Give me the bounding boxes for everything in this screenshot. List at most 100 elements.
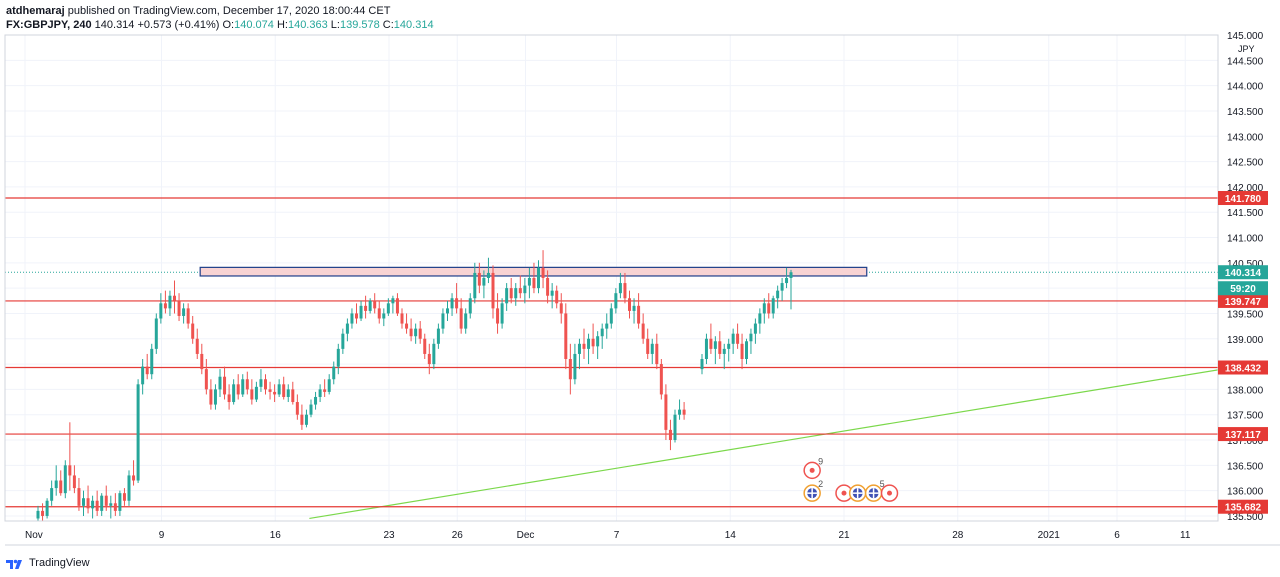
candle-down[interactable] [767, 303, 771, 314]
candle-up[interactable] [386, 303, 390, 314]
candle-up[interactable] [514, 288, 518, 299]
candle-down[interactable] [395, 298, 399, 314]
candle-up[interactable] [391, 298, 395, 304]
candle-up[interactable] [650, 343, 654, 354]
candle-up[interactable] [109, 503, 113, 506]
candle-down[interactable] [223, 376, 227, 395]
candle-down[interactable] [173, 295, 176, 301]
candle-down[interactable] [86, 498, 90, 509]
candle-up[interactable] [332, 366, 336, 380]
candle-up[interactable] [596, 336, 600, 347]
candle-up[interactable] [136, 384, 140, 481]
candle-down[interactable] [623, 283, 627, 299]
candle-down[interactable] [477, 272, 481, 286]
candle-down[interactable] [113, 503, 117, 511]
candle-up[interactable] [232, 384, 236, 403]
candle-down[interactable] [532, 278, 536, 289]
candle-up[interactable] [762, 303, 766, 314]
candle-down[interactable] [364, 305, 368, 311]
candle-up[interactable] [753, 323, 757, 334]
candle-down[interactable] [95, 500, 99, 511]
candle-up[interactable] [776, 290, 780, 299]
candle-up[interactable] [450, 298, 454, 309]
candle-up[interactable] [500, 303, 504, 324]
candle-down[interactable] [163, 303, 167, 309]
candle-up[interactable] [727, 343, 731, 349]
candle-up[interactable] [632, 305, 636, 311]
candle-up[interactable] [327, 379, 331, 392]
candle-up[interactable] [745, 341, 748, 359]
candle-down[interactable] [236, 384, 240, 395]
candle-up[interactable] [486, 272, 490, 278]
candle-down[interactable] [68, 465, 72, 476]
candle-down[interactable] [637, 305, 641, 324]
candle-up[interactable] [614, 293, 618, 309]
candle-down[interactable] [405, 323, 409, 329]
candle-up[interactable] [414, 328, 418, 337]
candle-down[interactable] [200, 353, 204, 370]
candle-up[interactable] [36, 510, 40, 519]
candle-down[interactable] [541, 267, 545, 278]
candle-down[interactable] [122, 493, 126, 501]
candle-up[interactable] [441, 313, 445, 329]
candle-up[interactable] [432, 343, 436, 365]
candle-up[interactable] [54, 480, 58, 489]
candle-down[interactable] [564, 313, 568, 359]
candle-down[interactable] [400, 313, 404, 324]
candle-up[interactable] [446, 308, 449, 314]
candle-down[interactable] [300, 414, 304, 425]
candle-down[interactable] [145, 366, 149, 375]
candle-up[interactable] [577, 343, 581, 354]
candle-down[interactable] [641, 323, 645, 339]
candle-up[interactable] [758, 313, 762, 324]
candle-up[interactable] [91, 500, 95, 509]
candle-up[interactable] [468, 298, 472, 314]
candle-down[interactable] [295, 402, 299, 415]
candle-down[interactable] [268, 389, 272, 392]
candle-down[interactable] [377, 308, 381, 319]
candle-down[interactable] [709, 338, 713, 349]
candle-up[interactable] [159, 303, 163, 319]
candle-up[interactable] [241, 379, 245, 395]
candle-down[interactable] [568, 359, 572, 380]
candle-down[interactable] [250, 389, 254, 400]
candle-up[interactable] [314, 396, 318, 405]
candle-down[interactable] [409, 328, 413, 337]
candle-up[interactable] [678, 409, 682, 415]
candle-down[interactable] [628, 298, 631, 311]
candle-up[interactable] [259, 379, 263, 387]
candle-up[interactable] [550, 290, 554, 296]
trendline[interactable] [309, 364, 1253, 520]
candle-up[interactable] [350, 313, 354, 324]
candle-up[interactable] [100, 495, 104, 511]
candle-up[interactable] [789, 272, 793, 278]
candle-up[interactable] [154, 318, 158, 349]
candle-down[interactable] [355, 313, 358, 319]
candle-up[interactable] [50, 488, 54, 501]
candle-up[interactable] [700, 359, 704, 370]
candle-down[interactable] [204, 369, 208, 390]
candle-up[interactable] [505, 288, 509, 304]
candle-up[interactable] [368, 300, 372, 311]
candle-down[interactable] [264, 379, 267, 390]
candle-up[interactable] [336, 348, 340, 367]
candle-down[interactable] [682, 409, 686, 415]
candle-up[interactable] [127, 475, 131, 501]
candle-up[interactable] [587, 338, 591, 349]
candle-up[interactable] [82, 498, 85, 506]
candle-up[interactable] [359, 305, 363, 319]
candle-down[interactable] [245, 379, 249, 390]
candle-up[interactable] [141, 366, 145, 385]
candle-up[interactable] [286, 389, 290, 397]
candle-down[interactable] [659, 364, 663, 395]
candle-up[interactable] [473, 272, 477, 299]
candle-up[interactable] [213, 389, 217, 405]
candle-down[interactable] [591, 338, 595, 347]
candle-up[interactable] [341, 333, 345, 349]
candle-up[interactable] [309, 404, 313, 415]
candle-down[interactable] [427, 353, 431, 365]
candle-up[interactable] [731, 333, 735, 344]
author[interactable]: atdhemaraj [6, 5, 65, 17]
candle-down[interactable] [582, 343, 586, 349]
